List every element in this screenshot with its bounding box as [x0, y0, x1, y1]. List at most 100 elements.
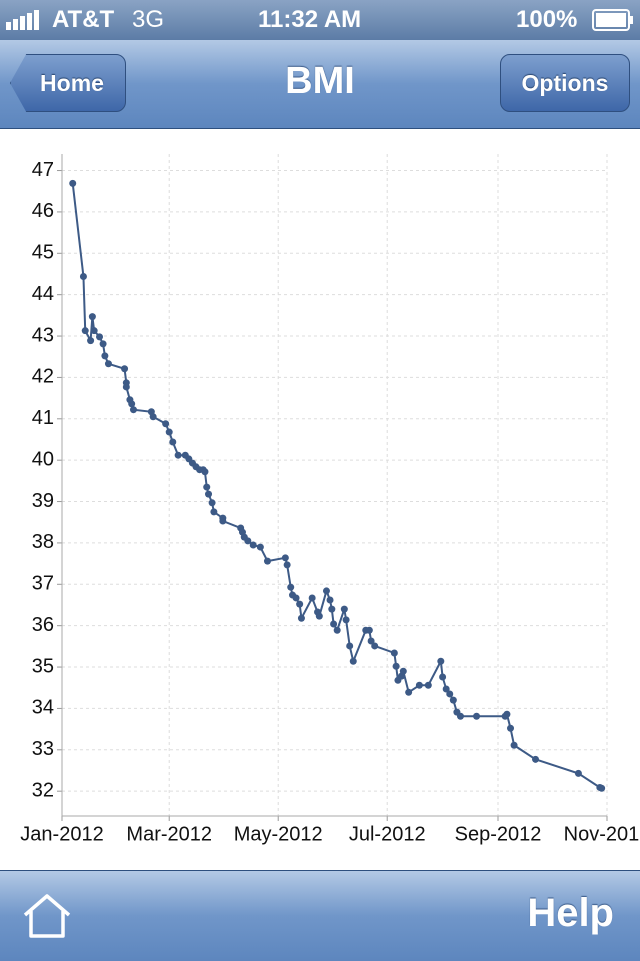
data-point — [392, 662, 400, 670]
data-point — [456, 712, 464, 720]
time: 11:32 AM — [258, 6, 362, 33]
home-icon[interactable] — [22, 893, 72, 939]
data-point — [88, 313, 96, 321]
x-tick-label: Mar-2012 — [126, 823, 212, 845]
data-point — [473, 712, 481, 720]
nav-title: BMI — [285, 60, 355, 102]
data-point — [244, 537, 252, 545]
data-point — [122, 383, 130, 391]
x-tick-label: Sep-2012 — [455, 823, 542, 845]
data-point — [399, 667, 407, 675]
data-point — [69, 179, 77, 187]
data-point — [371, 642, 379, 650]
x-tick-label: Nov-2012 — [564, 823, 640, 845]
data-point — [201, 468, 209, 476]
data-point — [149, 413, 157, 421]
battery-icon — [592, 9, 633, 31]
data-point — [174, 451, 182, 459]
status-bar: AT&T 3G 11:32 AM 100% — [0, 0, 640, 40]
data-point — [79, 272, 87, 280]
data-point — [210, 508, 218, 516]
data-point — [256, 543, 264, 551]
data-point — [342, 616, 350, 624]
data-point — [365, 626, 373, 634]
data-point — [162, 420, 170, 428]
y-tick-label: 43 — [32, 324, 54, 346]
y-tick-label: 42 — [32, 366, 54, 388]
x-tick-label: Jan-2012 — [20, 823, 103, 845]
data-point — [330, 620, 338, 628]
data-point — [340, 605, 348, 613]
data-point — [405, 688, 413, 696]
y-tick-label: 36 — [32, 614, 54, 636]
data-point — [297, 614, 305, 622]
x-tick-label: May-2012 — [234, 823, 323, 845]
data-point — [219, 517, 227, 525]
y-tick-label: 38 — [32, 531, 54, 553]
y-tick-label: 40 — [32, 448, 54, 470]
data-point — [442, 685, 450, 693]
battery-level: 100% — [516, 6, 578, 33]
y-tick-label: 37 — [32, 573, 54, 595]
data-point — [315, 612, 323, 620]
data-point — [439, 673, 447, 681]
back-button[interactable]: Home — [10, 54, 126, 112]
y-tick-label: 35 — [32, 655, 54, 677]
data-point — [424, 681, 432, 689]
data-point — [326, 596, 334, 604]
data-point — [296, 600, 304, 608]
data-point — [203, 483, 211, 491]
help-button[interactable]: Help — [527, 891, 614, 935]
y-tick-label: 44 — [32, 283, 54, 305]
data-point — [281, 554, 289, 562]
data-point — [283, 561, 291, 569]
data-point — [205, 490, 213, 498]
carrier: AT&T — [52, 6, 115, 33]
y-tick-label: 39 — [32, 490, 54, 512]
data-point — [81, 327, 89, 335]
data-point — [322, 587, 330, 595]
data-point — [104, 360, 112, 368]
data-point — [349, 657, 357, 665]
data-point — [598, 784, 606, 792]
data-point — [101, 352, 109, 360]
data-point — [510, 741, 518, 749]
x-tick-label: Jul-2012 — [349, 823, 426, 845]
data-point — [99, 340, 107, 348]
data-point — [308, 594, 316, 602]
data-point — [415, 681, 423, 689]
data-line — [71, 183, 603, 790]
data-point — [449, 696, 457, 704]
data-point — [328, 605, 336, 613]
data-point — [263, 557, 271, 565]
data-point — [446, 690, 454, 698]
y-tick-label: 41 — [32, 407, 54, 429]
data-point — [346, 642, 354, 650]
data-point — [90, 327, 98, 335]
y-tick-label: 45 — [32, 242, 54, 264]
data-point — [390, 649, 398, 657]
options-button[interactable]: Options — [500, 54, 630, 112]
data-point — [532, 755, 540, 763]
data-point — [169, 438, 177, 446]
data-point — [96, 333, 104, 341]
data-point — [208, 499, 216, 507]
data-point — [367, 637, 375, 645]
y-tick-label: 33 — [32, 738, 54, 760]
data-point — [333, 626, 341, 634]
data-point — [121, 365, 129, 373]
y-tick-label: 47 — [32, 159, 54, 181]
data-point — [292, 594, 300, 602]
data-point — [87, 337, 95, 345]
chart: 32 33 34 35 36 37 38 39 40 41 42 43 44 45 46 47 Jan-2012… — [20, 154, 640, 845]
toolbar: Help — [0, 870, 640, 961]
data-point — [129, 406, 137, 414]
data-point — [574, 769, 582, 777]
data-point — [249, 541, 257, 549]
data-point — [437, 657, 445, 665]
data-point — [128, 400, 136, 408]
y-tick-label: 34 — [32, 697, 54, 719]
data-point — [507, 724, 515, 732]
y-tick-label: 46 — [32, 200, 54, 222]
